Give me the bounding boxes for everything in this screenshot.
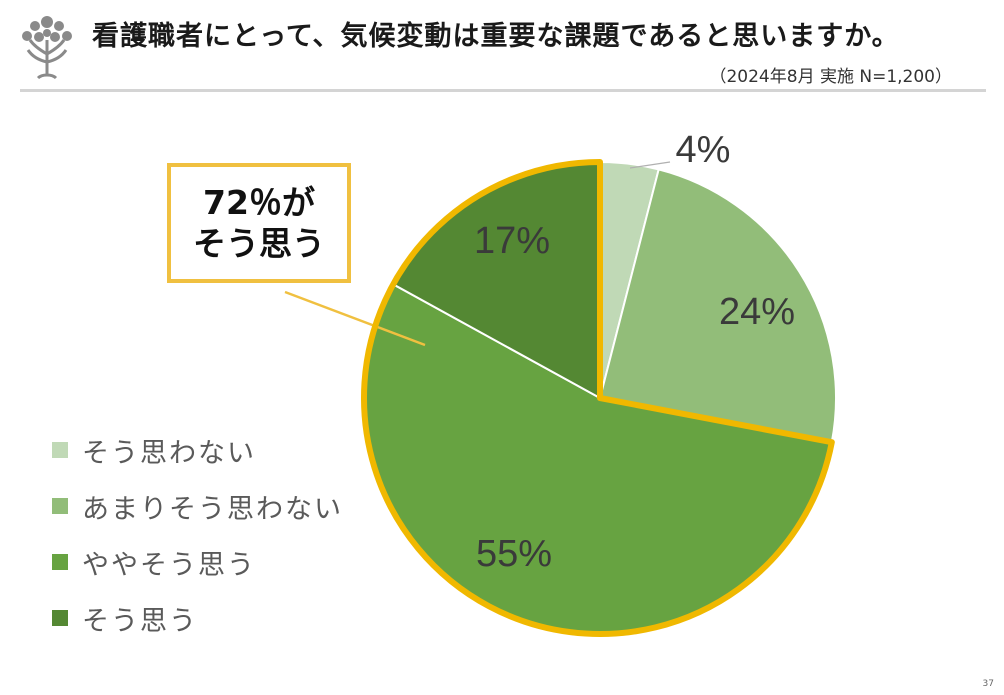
slice-value-label: 4%	[676, 129, 731, 171]
legend-item: そう思う	[52, 590, 343, 646]
pie-slice	[598, 168, 837, 444]
highlight-outline	[361, 159, 835, 637]
callout-box: 72％が そう思う	[167, 163, 351, 283]
page-title: 看護職者にとって、気候変動は重要な課題であると思いますか。	[92, 21, 900, 52]
slice-value-label: 55%	[476, 533, 552, 575]
legend-item: そう思わない	[52, 422, 343, 478]
legend-swatch	[52, 554, 68, 570]
title-divider	[20, 89, 986, 92]
callout-percent: 72％が	[203, 182, 315, 222]
legend-item: あまりそう思わない	[52, 478, 343, 534]
callout-caption: そう思う	[193, 224, 325, 263]
legend-swatch	[52, 498, 68, 514]
legend-label: そう思う	[82, 605, 198, 637]
slice-value-label: 17%	[474, 220, 550, 262]
tree-logo-icon	[22, 16, 72, 80]
legend-label: そう思わない	[82, 437, 256, 469]
survey-note: （2024年8月 実施 N=1,200）	[709, 67, 952, 87]
slice-value-label: 24%	[719, 291, 795, 333]
legend-label: ややそう思う	[82, 549, 256, 581]
page-number: 37	[982, 679, 994, 689]
legend-item: ややそう思う	[52, 534, 343, 590]
legend-swatch	[52, 610, 68, 626]
legend-swatch	[52, 442, 68, 458]
chart-legend: そう思わない あまりそう思わない ややそう思う そう思う	[52, 422, 343, 646]
callout-leader-line	[284, 290, 426, 347]
legend-label: あまりそう思わない	[82, 493, 343, 525]
small-slice-leader-line	[629, 161, 671, 169]
